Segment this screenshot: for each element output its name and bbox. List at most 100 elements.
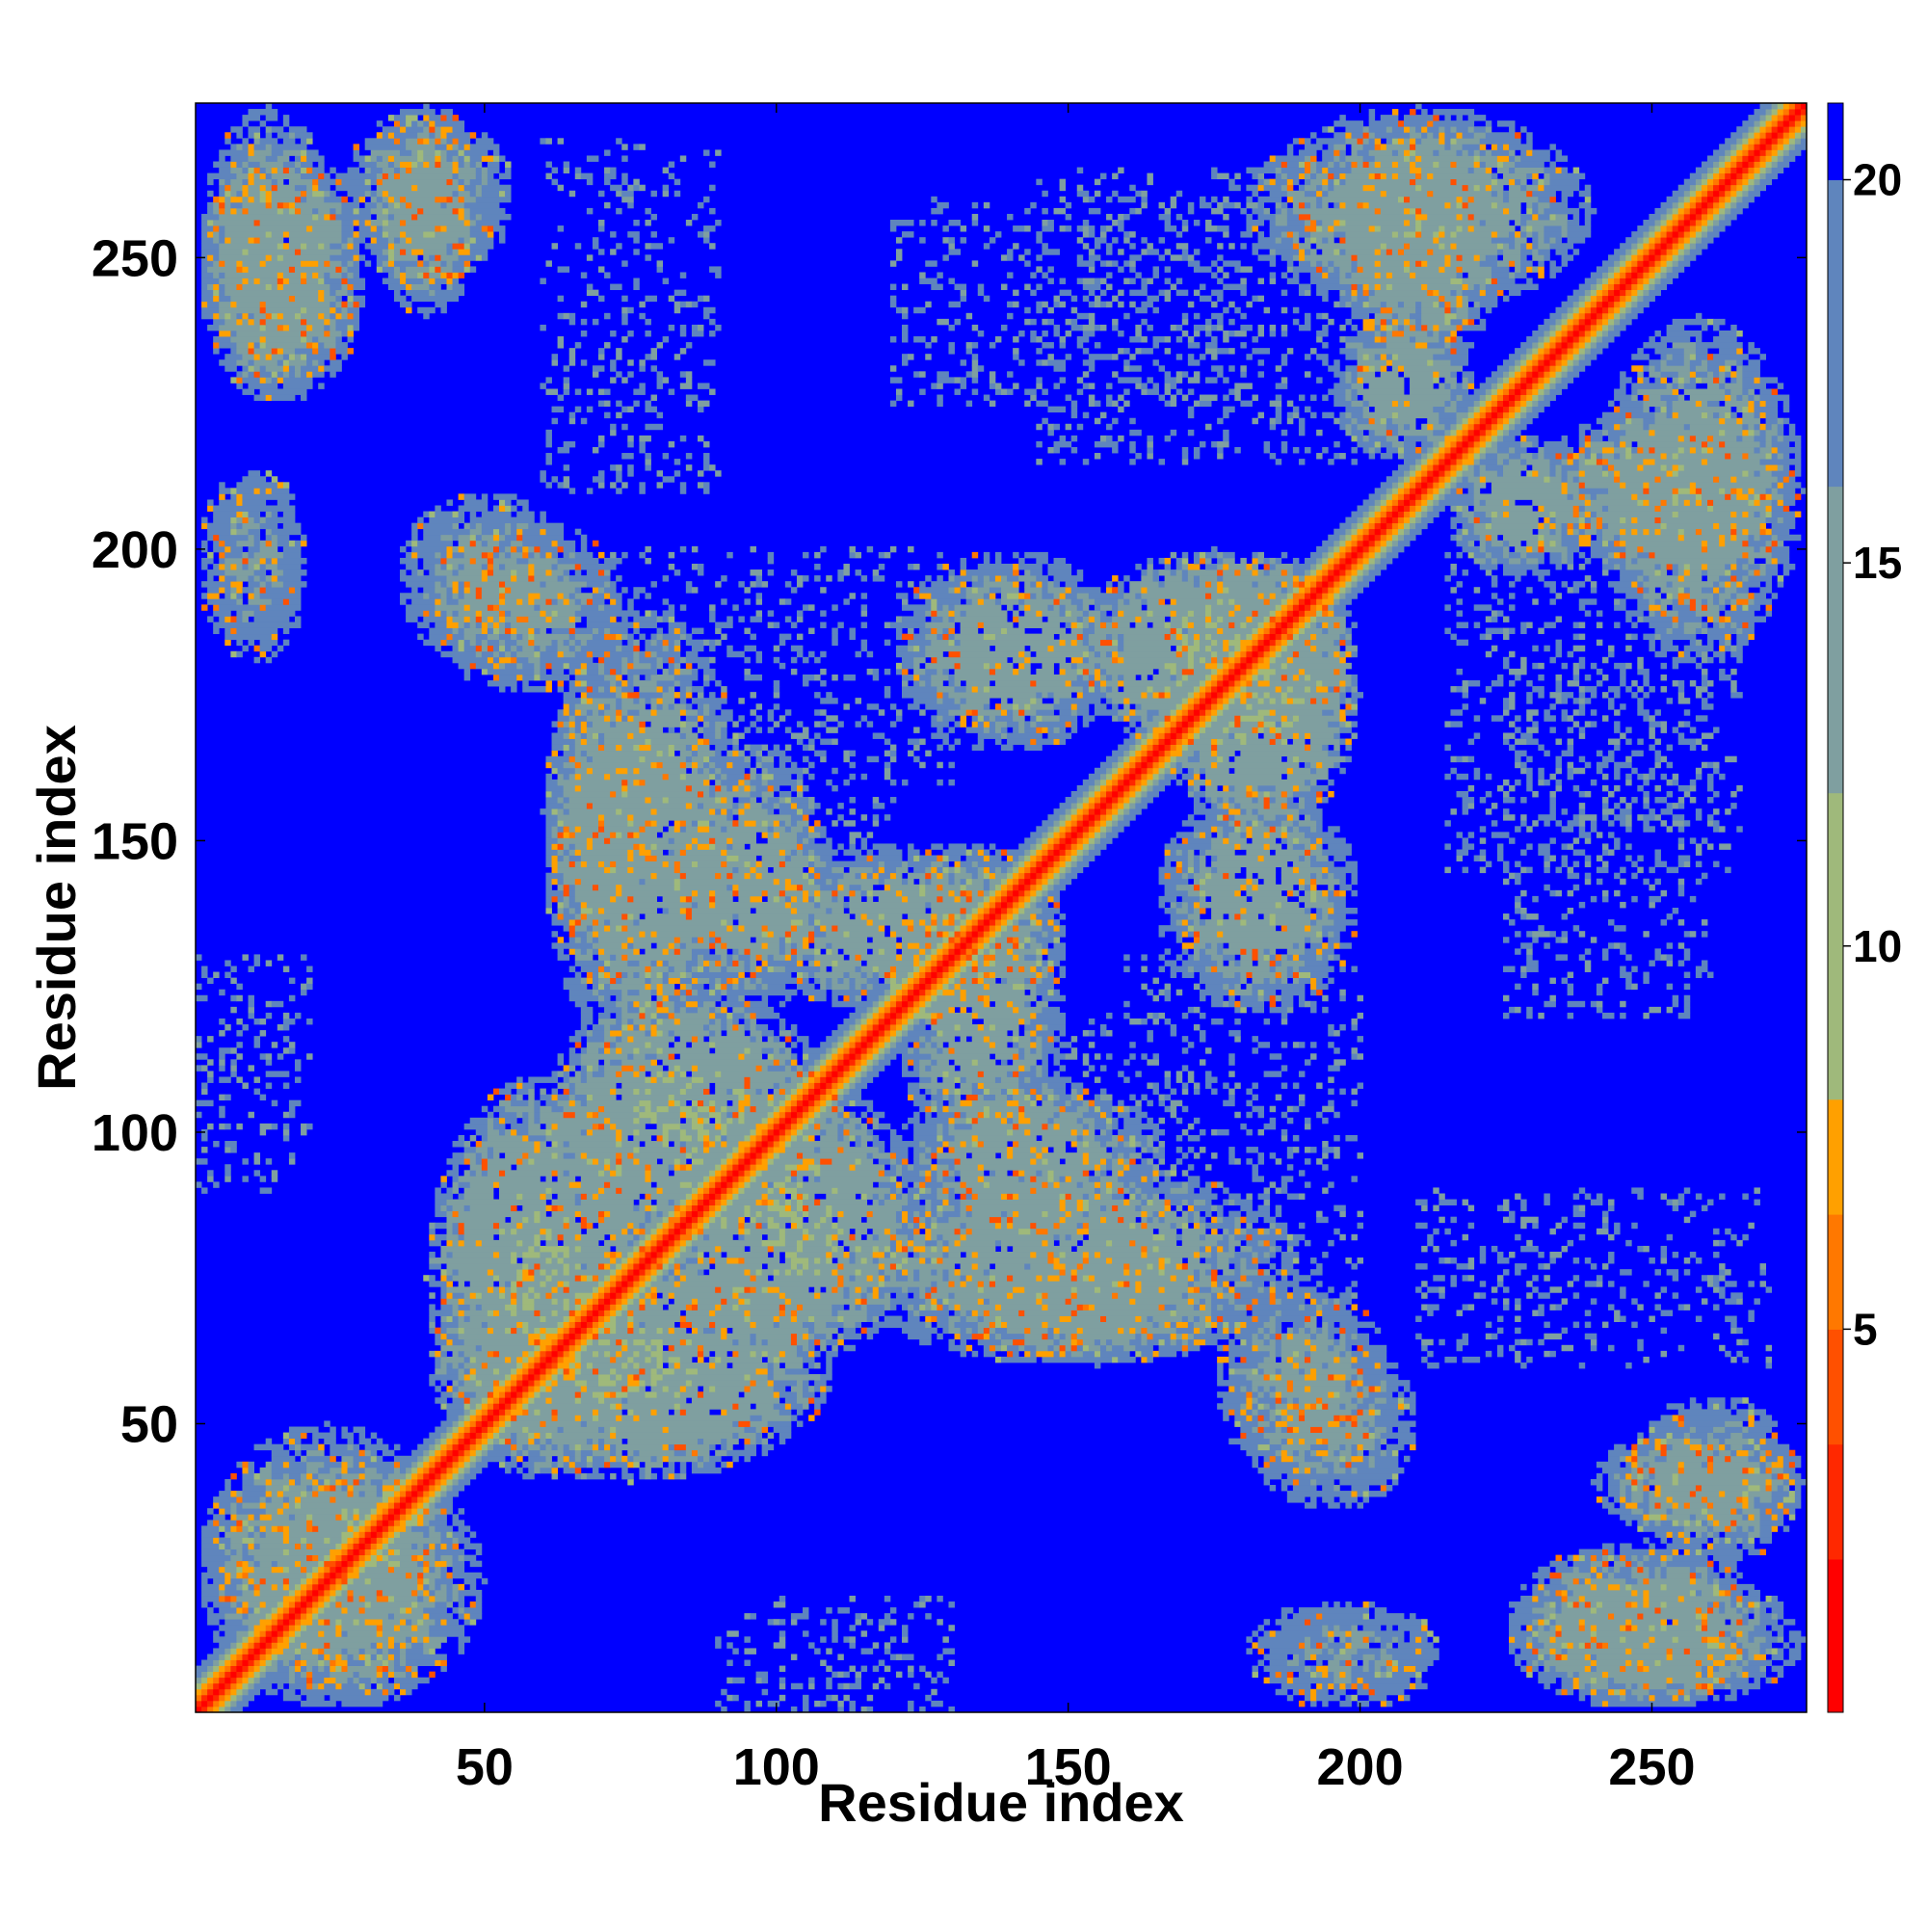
heatmap-cell [1070,1344,1078,1352]
heatmap-cell [463,1607,483,1614]
heatmap-cell [242,1560,249,1568]
heatmap-cell [650,1275,657,1282]
heatmap-cell [545,1344,552,1352]
heatmap-cell [1333,1648,1340,1654]
heatmap-cell [429,1577,436,1585]
heatmap-cell [400,1659,407,1666]
heatmap-cell [1701,1636,1708,1643]
heatmap-cell [1590,1659,1597,1666]
heatmap-cell [1532,1648,1539,1654]
heatmap-cell [458,1525,471,1532]
heatmap-cell [574,1321,582,1329]
heatmap-cell [1152,1350,1159,1358]
heatmap-cell [458,1438,465,1445]
heatmap-cell [866,1327,880,1335]
heatmap-cell [773,1601,786,1608]
heatmap-cell [364,1595,378,1602]
heatmap-cell [452,1251,494,1258]
heatmap-cell [301,1537,307,1544]
heatmap-cell [1228,1245,1235,1253]
heatmap-cell [1654,1491,1661,1497]
heatmap-cell [376,1514,383,1521]
heatmap-cell [1298,1362,1323,1369]
heatmap-cell [306,1682,313,1690]
heatmap-cell [1076,1245,1142,1253]
heatmap-cell [534,1263,541,1270]
heatmap-cell [1509,1648,1516,1654]
heatmap-cell [1584,1682,1592,1690]
heatmap-cell [832,1239,838,1247]
heatmap-cell [242,1583,249,1591]
heatmap-cell [568,1333,576,1340]
heatmap-cell [673,1263,681,1270]
heatmap-cell [435,1467,441,1474]
heatmap-cell [353,1560,360,1568]
heatmap-cell [715,1636,722,1643]
heatmap-cell [370,1432,378,1440]
heatmap-cell [440,1391,453,1398]
heatmap-cell [1298,1654,1306,1660]
heatmap-cell [895,1275,909,1282]
heatmap-cell [960,1239,996,1247]
heatmap-cell [1001,1321,1008,1329]
heatmap-cell [744,1269,751,1276]
heatmap-cell [750,1613,756,1620]
heatmap-cell [574,1327,582,1335]
heatmap-cell [563,1321,570,1329]
heatmap-cell [213,1648,225,1654]
heatmap-cell [1620,1566,1632,1574]
heatmap-cell [855,1275,868,1282]
heatmap-cell [1298,1403,1306,1410]
heatmap-cell [1643,1560,1661,1568]
heatmap-cell [1257,1368,1265,1375]
heatmap-cell [423,1472,430,1480]
heatmap-cell [1695,1589,1703,1597]
heatmap-cell [458,1420,465,1427]
heatmap-cell [440,1269,447,1276]
heatmap-cell [1380,1432,1416,1440]
heatmap-cell [242,1478,254,1486]
heatmap-cell [1572,1642,1580,1649]
heatmap-cell [248,1577,254,1585]
heatmap-cell [324,1659,330,1666]
heatmap-cell [942,1327,949,1335]
heatmap-cell [803,1607,809,1614]
heatmap-cell [294,1595,302,1602]
heatmap-cell [1175,1327,1195,1335]
heatmap-cell [1316,1688,1329,1696]
heatmap-cell [400,1502,407,1509]
heatmap-cell [1298,1426,1311,1433]
heatmap-cell [1158,1245,1201,1253]
heatmap-cell [265,1654,273,1660]
heatmap-cell [1351,1630,1376,1637]
heatmap-cell [621,1292,628,1299]
heatmap-cell [1263,1654,1288,1660]
heatmap-cell [1187,1321,1195,1329]
heatmap-cell [1625,1554,1632,1562]
heatmap-cell [294,1443,302,1451]
heatmap-cell [242,1648,249,1654]
heatmap-cell [1666,1583,1714,1591]
heatmap-cell [294,1449,302,1457]
heatmap-cell [277,1630,284,1637]
heatmap-cell [1345,1380,1352,1387]
heatmap-cell [435,1491,441,1497]
heatmap-cell [446,1531,453,1538]
heatmap-cell [937,1595,943,1602]
heatmap-cell [201,1700,208,1707]
heatmap-cell [568,1269,611,1276]
heatmap-cell [878,1269,885,1276]
heatmap-cell [282,1613,290,1620]
heatmap-cell [440,1485,447,1492]
heatmap-cell [1316,1344,1329,1352]
heatmap-cell [784,1310,792,1316]
heatmap-cell [1310,1665,1317,1673]
heatmap-cell [1520,1362,1527,1369]
heatmap-cell [773,1368,786,1375]
heatmap-cell [1280,1426,1288,1433]
heatmap-cell [534,1467,541,1474]
heatmap-cell [1742,1491,1749,1497]
heatmap-cell [277,1642,290,1649]
heatmap-cell [1380,1362,1399,1369]
heatmap-cell [1748,1403,1755,1410]
